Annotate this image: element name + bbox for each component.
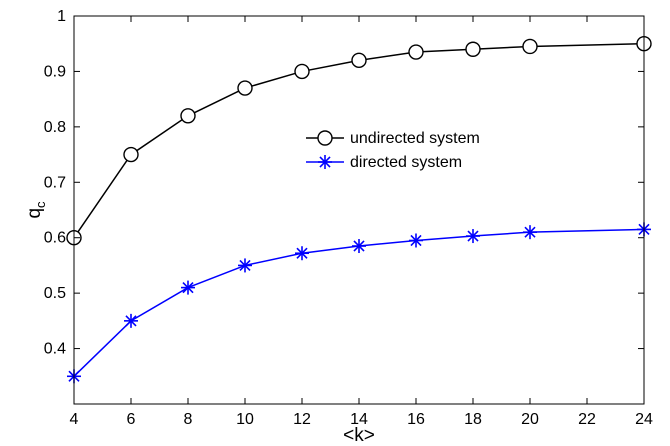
x-tick-label: 6 xyxy=(127,411,136,428)
legend: undirected system directed system xyxy=(306,130,480,171)
legend-label: undirected system xyxy=(350,130,480,147)
x-tick-label: 4 xyxy=(70,411,79,428)
asterisk-stroke xyxy=(296,247,308,259)
asterisk-stroke xyxy=(319,156,331,168)
data-point xyxy=(181,280,195,295)
data-point xyxy=(465,41,481,57)
x-tick-label: 20 xyxy=(521,411,539,428)
x-tick-label: 8 xyxy=(184,411,193,428)
asterisk-stroke xyxy=(182,281,194,294)
data-point xyxy=(408,44,424,60)
plot-frame xyxy=(73,15,645,405)
data-point xyxy=(180,108,196,124)
asterisk-stroke xyxy=(353,240,365,252)
ticks-layer: 4 6 8 10 12 14 16 18 20 22 24 0.4 0.5 0.6 0.7 0.8 0.9 1 xyxy=(44,8,653,428)
x-tick-label: 18 xyxy=(464,411,482,428)
legend-label: directed system xyxy=(350,154,462,171)
x-tick-label: 14 xyxy=(350,411,368,428)
data-point xyxy=(409,233,423,248)
series-line xyxy=(73,228,645,377)
y-axis-label-main: q xyxy=(24,208,45,219)
data-point xyxy=(237,80,253,96)
data-point xyxy=(522,38,538,55)
asterisk-stroke xyxy=(410,234,422,247)
data-point xyxy=(123,146,139,163)
x-tick-label: 16 xyxy=(407,411,425,428)
asterisk-stroke xyxy=(125,315,137,327)
data-point xyxy=(318,155,332,169)
data-point xyxy=(294,63,310,80)
y-tick-label: 0.4 xyxy=(44,341,66,358)
data-point xyxy=(124,313,138,328)
series-line xyxy=(73,42,645,239)
series-0 xyxy=(66,36,652,246)
asterisk-stroke xyxy=(467,230,479,242)
asterisk-stroke xyxy=(524,226,536,238)
series-layer xyxy=(66,36,652,384)
y-tick-label: 1 xyxy=(57,8,66,25)
x-tick-label: 12 xyxy=(293,411,311,428)
data-point xyxy=(352,239,366,254)
data-point xyxy=(238,258,252,273)
x-tick-label: 24 xyxy=(635,411,653,428)
y-tick-label: 0.5 xyxy=(44,285,66,302)
y-tick-label: 0.7 xyxy=(44,174,66,191)
x-axis-label: <k> xyxy=(343,425,375,446)
series-1 xyxy=(67,222,651,384)
y-tick-label: 0.9 xyxy=(44,63,66,80)
data-point xyxy=(295,246,309,261)
y-tick-label: 0.6 xyxy=(44,230,66,247)
data-point xyxy=(523,225,537,240)
asterisk-stroke xyxy=(239,259,251,272)
y-axis-label: qc xyxy=(24,201,48,219)
data-point xyxy=(466,229,480,244)
y-axis-label-subscript: c xyxy=(33,201,48,208)
x-tick-label: 10 xyxy=(236,411,254,428)
data-point xyxy=(317,130,333,146)
y-tick-label: 0.8 xyxy=(44,119,66,136)
x-tick-label: 22 xyxy=(578,411,596,428)
data-point xyxy=(351,52,367,69)
